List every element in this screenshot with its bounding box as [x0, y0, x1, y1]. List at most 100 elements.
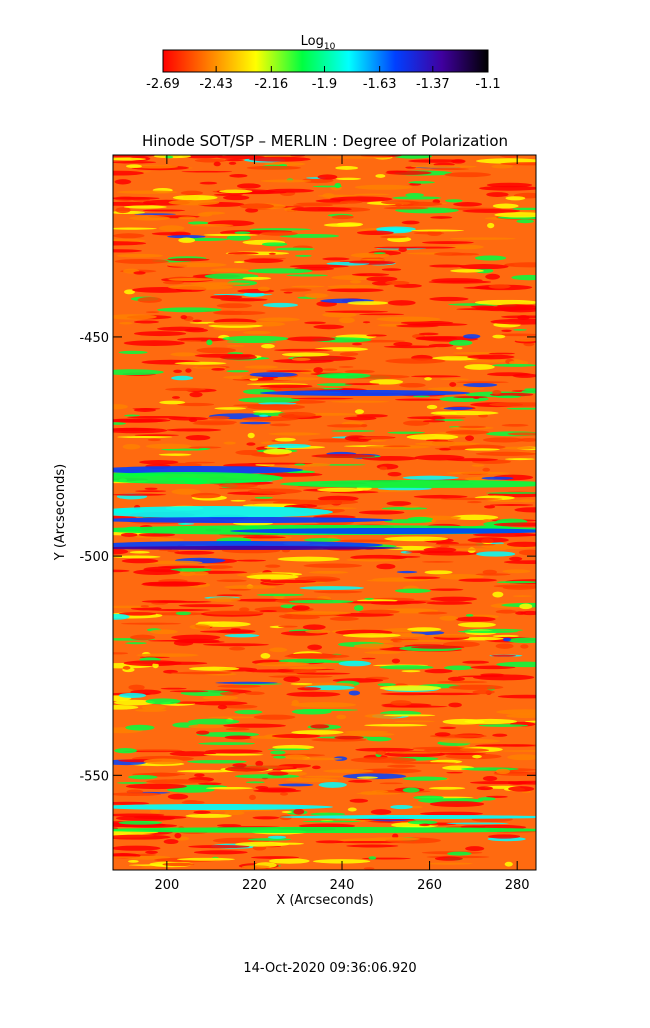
texture — [124, 289, 135, 295]
texture — [391, 555, 421, 558]
texture — [441, 548, 508, 551]
texture — [213, 293, 273, 296]
texture — [214, 310, 266, 315]
texture — [433, 252, 466, 256]
y-axis-label: Y (Arcseconds) — [53, 464, 68, 561]
texture — [421, 241, 474, 244]
texture — [118, 612, 157, 616]
texture — [460, 825, 486, 829]
texture — [307, 644, 323, 650]
texture — [279, 288, 312, 292]
texture — [476, 786, 493, 791]
texture — [485, 273, 500, 280]
texture — [495, 643, 514, 649]
texture — [302, 820, 362, 823]
texture — [436, 574, 484, 580]
texture — [118, 820, 163, 825]
texture — [113, 801, 150, 805]
texture — [113, 548, 129, 555]
texture — [501, 315, 536, 319]
texture — [322, 193, 335, 199]
timestamp: 14-Oct-2020 09:36:06.920 — [243, 961, 416, 976]
texture — [385, 170, 432, 175]
texture — [279, 233, 340, 238]
y-tick-label: -550 — [79, 769, 109, 784]
texture — [481, 476, 514, 480]
texture — [290, 702, 357, 708]
texture — [145, 443, 192, 449]
texture — [188, 845, 250, 849]
texture — [190, 492, 221, 499]
texture — [239, 607, 250, 612]
texture — [434, 732, 451, 737]
texture — [181, 170, 233, 173]
texture — [252, 410, 282, 413]
texture — [283, 291, 293, 294]
texture — [415, 441, 481, 446]
texture — [149, 809, 161, 814]
texture — [315, 840, 345, 844]
texture — [218, 483, 258, 488]
texture — [482, 437, 525, 443]
texture — [268, 858, 310, 864]
texture — [219, 691, 240, 696]
texture — [420, 811, 483, 816]
texture — [464, 359, 515, 363]
texture — [492, 733, 508, 737]
texture — [213, 161, 221, 167]
texture — [490, 318, 536, 325]
texture — [128, 859, 139, 863]
texture — [125, 642, 147, 645]
texture — [113, 227, 157, 230]
texture — [114, 699, 156, 706]
texture — [415, 337, 438, 341]
texture — [113, 160, 157, 164]
texture — [268, 432, 321, 436]
texture — [446, 822, 509, 825]
texture — [436, 752, 486, 755]
texture — [330, 400, 390, 403]
texture — [113, 856, 147, 859]
texture — [171, 375, 194, 381]
x-axis-label: X (Arcseconds) — [276, 893, 373, 908]
texture — [225, 727, 250, 731]
texture — [461, 767, 519, 771]
texture — [375, 750, 386, 755]
texture — [458, 425, 487, 429]
texture — [411, 375, 461, 378]
texture — [424, 377, 432, 381]
texture — [184, 461, 216, 464]
texture — [269, 647, 288, 653]
texture — [160, 448, 208, 451]
texture — [259, 610, 277, 613]
texture — [293, 808, 305, 815]
texture — [241, 865, 270, 869]
texture — [518, 499, 535, 503]
texture — [488, 352, 516, 355]
texture — [500, 750, 536, 752]
texture — [361, 657, 376, 660]
texture — [413, 231, 445, 235]
texture — [465, 613, 474, 617]
texture — [226, 370, 249, 373]
texture — [113, 652, 129, 655]
texture — [247, 488, 302, 494]
texture — [133, 331, 187, 337]
texture — [289, 776, 304, 782]
texture — [303, 563, 363, 568]
texture — [114, 748, 138, 754]
texture — [331, 430, 375, 432]
texture — [316, 372, 371, 379]
texture — [151, 232, 189, 236]
texture — [267, 771, 289, 776]
texture — [268, 675, 333, 678]
texture — [113, 314, 157, 320]
texture — [261, 242, 288, 247]
colorbar-tick-label: -1.9 — [312, 77, 337, 92]
texture — [313, 324, 345, 330]
texture — [210, 268, 250, 273]
texture — [174, 550, 215, 555]
texture — [449, 382, 457, 387]
texture — [359, 313, 405, 316]
texture — [291, 757, 343, 761]
